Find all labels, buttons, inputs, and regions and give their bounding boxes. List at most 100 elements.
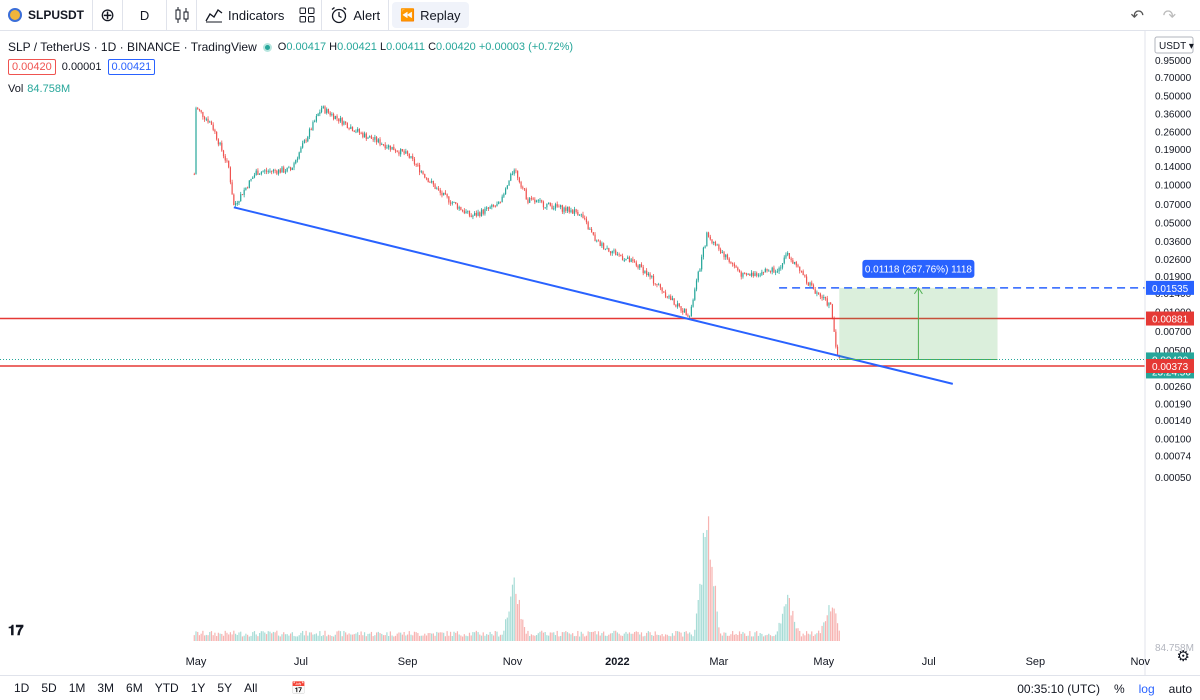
candle-body xyxy=(358,128,360,133)
candle-body xyxy=(334,116,336,120)
volume-bar xyxy=(267,631,269,641)
candle-body xyxy=(305,140,307,142)
volume-bar xyxy=(219,633,221,641)
volume-bar xyxy=(584,636,586,641)
indicators-icon xyxy=(205,9,223,23)
volume-bar xyxy=(245,633,247,641)
volume-bar xyxy=(678,631,680,641)
candle-body xyxy=(377,139,379,143)
candle-body xyxy=(467,210,469,212)
volume-bar xyxy=(649,632,651,641)
volume-bar xyxy=(821,625,823,641)
clock-time[interactable]: 00:35:10 (UTC) xyxy=(1017,681,1100,696)
drawings-layer[interactable]: 0.01118 (267.76%) 1118 xyxy=(0,206,1145,385)
volume-bar xyxy=(424,633,426,641)
price-chart[interactable]: 0.01118 (267.76%) 1118 1.300000.950000.7… xyxy=(0,31,1200,675)
candle-body xyxy=(558,206,560,208)
undo-button[interactable]: ↶ xyxy=(1131,0,1144,31)
range-5y[interactable]: 5Y xyxy=(217,681,233,695)
candle-body xyxy=(532,198,534,200)
candle-body xyxy=(761,271,763,275)
candle-body xyxy=(658,284,660,286)
range-1m[interactable]: 1M xyxy=(68,681,86,695)
candle-body xyxy=(644,270,646,274)
auto-toggle[interactable]: auto xyxy=(1168,681,1192,696)
candle-body xyxy=(720,249,722,253)
price-tick-label: 0.00190 xyxy=(1155,399,1192,410)
candle-body xyxy=(664,292,667,297)
volume-bar xyxy=(517,604,519,641)
volume-bar xyxy=(609,633,612,641)
volume-bar xyxy=(494,630,496,641)
volume-bar xyxy=(701,584,703,641)
templates-button[interactable] xyxy=(292,0,323,31)
volume-bar xyxy=(754,632,756,641)
candle-body xyxy=(260,172,262,174)
candle-body xyxy=(572,210,574,214)
price-tick-label: 0.36000 xyxy=(1155,110,1192,121)
indicators-button[interactable]: Indicators xyxy=(197,0,292,31)
volume-bar xyxy=(548,635,550,641)
low-label: L xyxy=(379,41,387,53)
candle-body xyxy=(659,284,661,288)
volume-bar xyxy=(486,634,488,641)
candle-body xyxy=(709,236,711,240)
percent-toggle[interactable]: % xyxy=(1113,681,1125,696)
volume-bar xyxy=(233,630,235,641)
candle-body xyxy=(369,136,371,138)
candle-body xyxy=(195,108,197,175)
volume-bar xyxy=(455,632,457,641)
log-toggle[interactable]: log xyxy=(1138,681,1155,696)
volume-bar xyxy=(539,631,541,641)
range-5d[interactable]: 5D xyxy=(41,681,57,695)
candle-body xyxy=(515,170,517,172)
range-ytd[interactable]: YTD xyxy=(154,681,179,695)
range-all[interactable]: All xyxy=(244,681,258,695)
volume-bar xyxy=(644,635,646,641)
buy-price-button[interactable]: 0.00421 xyxy=(107,59,156,75)
volume-bar xyxy=(310,632,312,641)
replay-button[interactable]: ⏪ Replay xyxy=(392,2,469,28)
volume-bar xyxy=(780,623,782,641)
volume-bar xyxy=(260,631,262,641)
redo-button[interactable]: ↷ xyxy=(1163,0,1176,31)
tradingview-logo-icon[interactable]: 𝟏𝟕 xyxy=(8,622,24,638)
alert-button[interactable]: Alert xyxy=(322,0,390,31)
volume-bar xyxy=(582,633,584,641)
range-6m[interactable]: 6M xyxy=(126,681,143,695)
volume-bar xyxy=(807,633,809,641)
interval-button[interactable]: D xyxy=(123,0,168,31)
candle-body xyxy=(250,178,252,181)
price-tick-label: 0.00140 xyxy=(1155,416,1192,427)
symbol-search-button[interactable]: SLPUSDT xyxy=(0,0,94,31)
volume-bar xyxy=(525,633,527,641)
candle-body xyxy=(506,185,508,189)
sell-price-button[interactable]: 0.00420 xyxy=(8,59,56,75)
volume-bar xyxy=(319,631,321,641)
candle-body xyxy=(666,296,668,298)
volume-bar xyxy=(456,631,459,641)
chart-type-button[interactable] xyxy=(167,0,198,31)
date-range-button[interactable]: 📅 xyxy=(291,681,306,695)
volume-bar xyxy=(386,632,388,641)
candle-body xyxy=(432,181,434,185)
time-axis[interactable]: May Jul Sep Nov 2022 Mar May Jul Sep Nov xyxy=(186,656,1151,668)
volume-bar xyxy=(793,621,796,641)
candle-body xyxy=(742,272,744,277)
volume-bar xyxy=(339,631,342,641)
price-label: 0.00881 xyxy=(1152,315,1189,326)
range-3m[interactable]: 3M xyxy=(97,681,115,695)
volume-bar xyxy=(737,634,739,641)
range-1d[interactable]: 1D xyxy=(14,681,30,695)
range-1y[interactable]: 1Y xyxy=(190,681,206,695)
candle-body xyxy=(396,151,398,153)
price-axis[interactable]: 1.300000.950000.700000.500000.360000.260… xyxy=(1146,36,1194,654)
volume-bar xyxy=(400,632,402,641)
compare-symbol-button[interactable]: ⊕ xyxy=(93,0,124,31)
chart-settings-button[interactable]: ⚙ xyxy=(1177,647,1190,665)
volume-bar xyxy=(269,631,271,641)
volume-bar xyxy=(265,634,268,641)
price-tick-label: 0.00700 xyxy=(1155,327,1192,338)
volume-bar xyxy=(252,632,254,641)
volume-bar xyxy=(706,530,708,641)
